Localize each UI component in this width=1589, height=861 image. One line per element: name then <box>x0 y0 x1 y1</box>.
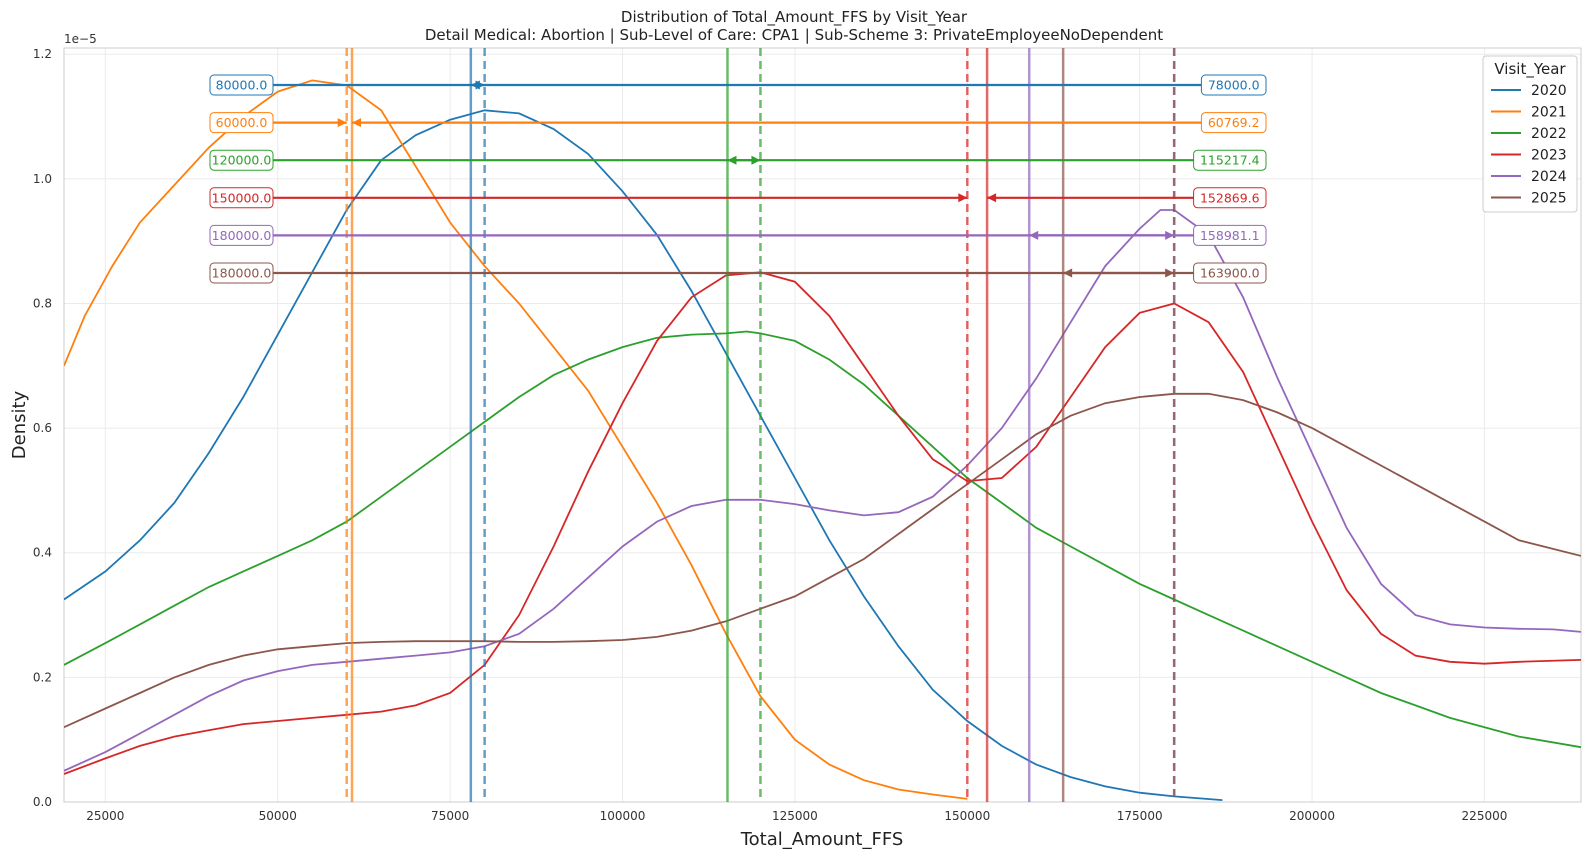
mean-label-box <box>1200 74 1267 96</box>
y-tick-label: 0.2 <box>33 670 52 684</box>
x-tick-label: 50000 <box>259 809 297 823</box>
legend-item-2025: 2025 <box>1531 191 1567 207</box>
median-label: 150000.0 <box>212 190 272 205</box>
median-label: 180000.0 <box>212 228 272 243</box>
density-curve-2022 <box>64 330 1581 749</box>
mean-median-arrows: 80000.0 78000.0 60000.0 60769.2 120000.0 1152… <box>209 74 1267 284</box>
mean-label-box <box>1193 149 1267 171</box>
legend-item-2023: 2023 <box>1531 148 1567 164</box>
median-label: 80000.0 <box>216 78 268 93</box>
median-label-box <box>209 187 274 209</box>
x-tick-label: 225000 <box>1462 809 1508 823</box>
x-tick-label: 125000 <box>772 809 818 823</box>
y-axis-label: Density <box>9 390 30 459</box>
x-axis-label: Total_Amount_FFS <box>740 829 904 850</box>
median-label-box <box>209 149 274 171</box>
legend-title: Visit_Year <box>1494 60 1566 79</box>
legend-item-2022: 2022 <box>1531 126 1567 142</box>
median-label: 60000.0 <box>216 115 268 130</box>
y-axis-ticks: 0.0 0.2 0.4 0.6 0.8 1.0 1.2 <box>33 47 52 809</box>
y-offset-text: 1e−5 <box>64 32 97 46</box>
arrow-head <box>1063 268 1073 278</box>
median-label-box <box>209 224 274 246</box>
x-tick-label: 200000 <box>1289 809 1335 823</box>
legend-item-2020: 2020 <box>1531 83 1567 99</box>
chart-title: Distribution of Total_Amount_FFS by Visi… <box>621 8 968 27</box>
density-curve-2021 <box>64 79 968 800</box>
y-tick-label: 0.0 <box>33 795 52 809</box>
y-tick-label: 0.4 <box>33 546 52 560</box>
x-tick-label: 150000 <box>944 809 990 823</box>
mean-label-box <box>1200 112 1267 134</box>
mean-label: 158981.1 <box>1200 228 1260 243</box>
y-tick-label: 0.6 <box>33 421 52 435</box>
median-label-box <box>209 112 274 134</box>
legend-box <box>1482 55 1578 213</box>
median-label-box <box>209 262 274 284</box>
arrow-head <box>470 80 480 90</box>
chart-subtitle: Detail Medical: Abortion | Sub-Level of … <box>425 26 1163 44</box>
mean-median-lines <box>345 48 1176 802</box>
y-tick-label: 1.0 <box>33 172 52 186</box>
mean-label-box <box>1193 262 1267 284</box>
density-curve-2023 <box>64 271 1581 775</box>
mean-label: 78000.0 <box>1208 78 1260 93</box>
arrow-head <box>987 193 997 203</box>
arrow-head <box>958 193 968 203</box>
y-tick-label: 0.8 <box>33 296 52 310</box>
arrow-head <box>727 155 737 165</box>
mean-label: 163900.0 <box>1200 266 1260 281</box>
mean-label: 115217.4 <box>1200 153 1260 168</box>
legend-item-2024: 2024 <box>1531 169 1567 185</box>
arrow-head <box>337 118 347 128</box>
x-axis-ticks: 25000 50000 75000 100000 125000 150000 175000 2… <box>86 809 1507 823</box>
x-tick-label: 175000 <box>1117 809 1163 823</box>
mean-label: 152869.6 <box>1200 190 1260 205</box>
arrow-head <box>1029 230 1039 240</box>
mean-label-box <box>1193 187 1267 209</box>
y-tick-label: 1.2 <box>33 47 52 61</box>
density-curve-2024 <box>64 209 1581 772</box>
legend: Visit_Year 2020 2021 2022 2023 2024 2025 <box>1482 55 1578 213</box>
plot-frame <box>63 47 1582 803</box>
arrow-head <box>352 118 362 128</box>
legend-item-2021: 2021 <box>1531 105 1567 121</box>
density-curve-2020 <box>64 109 1223 801</box>
x-tick-label: 75000 <box>431 809 469 823</box>
median-label: 180000.0 <box>212 266 272 281</box>
median-label: 120000.0 <box>212 153 272 168</box>
x-tick-label: 100000 <box>600 809 646 823</box>
mean-label-box <box>1193 224 1267 246</box>
density-curve-2025 <box>64 392 1581 729</box>
density-curves <box>64 79 1581 801</box>
median-label-box <box>209 74 274 96</box>
mean-label: 60769.2 <box>1208 115 1260 130</box>
x-tick-label: 25000 <box>86 809 124 823</box>
